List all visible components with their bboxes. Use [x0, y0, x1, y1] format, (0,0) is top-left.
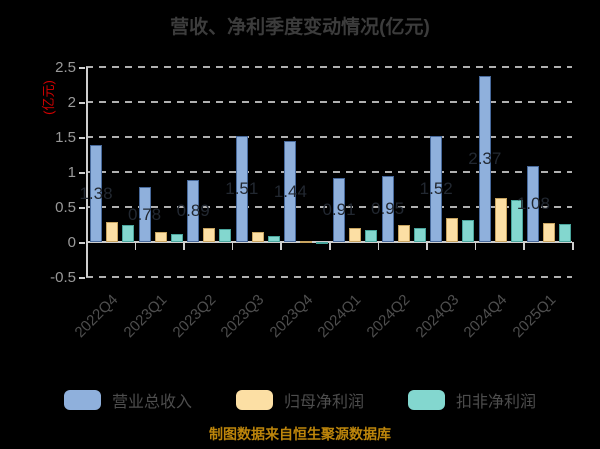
- deducted-profit-bar: [510, 200, 523, 242]
- legend-label: 扣非净利润: [456, 394, 537, 411]
- footer-note: 制图数据来自恒生聚源数据库: [209, 426, 391, 442]
- y-tick: [79, 242, 85, 244]
- y-tick: [79, 137, 85, 139]
- legend-swatch: [408, 390, 445, 410]
- legend-swatch: [235, 390, 273, 410]
- x-tick: [377, 242, 380, 250]
- gridline: [86, 136, 572, 138]
- revenue-bar: [430, 135, 443, 242]
- deducted-profit-bar: [559, 223, 572, 242]
- x-tick-label: 2024Q1: [314, 291, 365, 342]
- revenue-bar: [90, 145, 102, 242]
- deducted-profit-bar: [462, 220, 475, 242]
- net-profit-bar: [349, 228, 361, 242]
- legend-swatch: [63, 390, 101, 410]
- net-profit-bar: [300, 240, 313, 243]
- gridline: [86, 171, 572, 173]
- deducted-profit-bar: [170, 233, 183, 242]
- y-tick-label: 1.5: [55, 129, 76, 146]
- net-profit-bar: [543, 223, 556, 242]
- net-profit-bar: [106, 221, 118, 242]
- y-tick-label: 2.5: [55, 59, 76, 76]
- legend-label: 营业总收入: [111, 394, 192, 411]
- legend-item[interactable]: 归母净利润: [235, 388, 364, 412]
- x-tick-label: 2025Q1: [509, 291, 560, 342]
- x-tick: [523, 242, 525, 250]
- gridline: [86, 101, 572, 103]
- revenue-bar: [284, 141, 297, 242]
- deducted-profit-bar: [365, 230, 377, 242]
- x-tick: [329, 242, 331, 250]
- x-tick-label: 2023Q4: [266, 291, 317, 342]
- x-tick-label: 2023Q1: [120, 291, 171, 342]
- y-tick: [79, 207, 85, 209]
- revenue-bar: [527, 166, 540, 242]
- x-tick-label: 2023Q2: [169, 291, 219, 342]
- x-tick: [134, 242, 137, 250]
- y-tick: [79, 67, 85, 69]
- net-profit-bar: [446, 217, 459, 242]
- revenue-bar: [235, 136, 248, 242]
- x-tick: [426, 242, 428, 250]
- y-tick: [79, 102, 85, 104]
- legend-item[interactable]: 营业总收入: [63, 388, 192, 412]
- gridline: [86, 206, 572, 208]
- deducted-profit-bar: [219, 228, 232, 242]
- net-profit-bar: [251, 231, 264, 242]
- y-tick: [79, 172, 85, 174]
- x-tick-label: 2024Q3: [412, 291, 462, 342]
- x-tick: [572, 242, 574, 250]
- x-tick-label: 2024Q4: [460, 291, 511, 342]
- y-tick-label: -0.5: [50, 269, 76, 286]
- x-tick-label: 2024Q2: [363, 291, 414, 342]
- x-tick: [474, 242, 477, 250]
- deducted-profit-bar: [267, 235, 280, 242]
- y-tick-label: 1: [67, 164, 76, 181]
- legend-item[interactable]: 扣非净利润: [408, 388, 536, 412]
- y-tick-label: 0: [67, 234, 76, 251]
- deducted-profit-bar: [122, 224, 134, 242]
- gridline: [86, 276, 572, 278]
- revenue-bar: [333, 178, 345, 242]
- y-tick: [79, 277, 85, 279]
- x-tick: [231, 242, 234, 250]
- x-tick: [183, 242, 185, 250]
- x-tick-label: 2022Q4: [71, 291, 122, 342]
- legend-label: 归母净利润: [283, 394, 364, 411]
- deducted-profit-bar: [316, 242, 329, 245]
- revenue-bar: [187, 179, 200, 242]
- net-profit-bar: [154, 231, 167, 242]
- y-axis-line: [86, 67, 88, 277]
- revenue-bar: [138, 187, 151, 242]
- x-tick: [280, 242, 282, 250]
- deducted-profit-bar: [413, 228, 426, 242]
- net-profit-bar: [397, 225, 410, 242]
- net-profit-bar: [203, 228, 216, 242]
- y-tick-label: 2: [67, 94, 76, 111]
- chart-title: 营收、净利季度变动情况(亿元): [170, 17, 430, 38]
- revenue-bar: [478, 76, 491, 242]
- y-tick-label: 0.5: [55, 199, 76, 216]
- x-tick-label: 2023Q3: [217, 291, 268, 342]
- legend: 营业总收入 归母净利润 扣非净利润: [0, 388, 600, 412]
- revenue-bar: [381, 175, 394, 242]
- gridline: [86, 66, 572, 68]
- net-profit-bar: [494, 197, 507, 242]
